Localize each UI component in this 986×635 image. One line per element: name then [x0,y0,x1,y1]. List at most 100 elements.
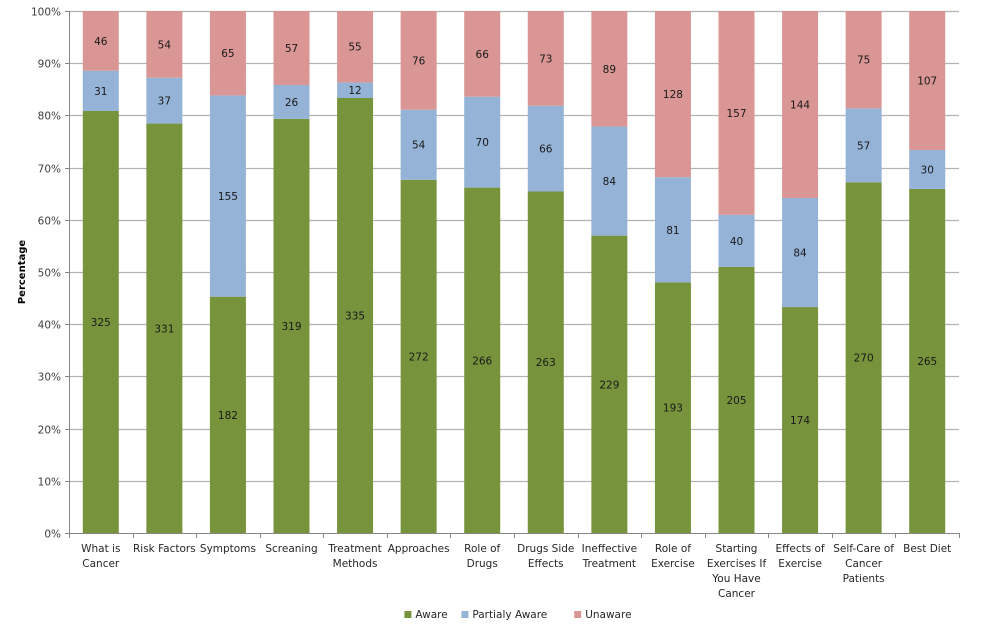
x-category-label-line: Exercises If [707,558,767,570]
data-label: 319 [281,321,301,333]
data-label: 84 [793,248,807,260]
x-category-labels: What is Cancer Risk Factors Symptoms Screani… [81,543,951,600]
x-category-label-line: Self-Care of [833,543,894,555]
bar-segment-unaware [782,11,819,198]
y-tick-label: 80% [38,111,61,123]
data-label: 57 [857,140,870,152]
bar-segment-partialy-aware [718,214,755,267]
data-label: 325 [91,317,111,329]
x-category-label-line: Methods [333,558,378,570]
x-category-label-line: What is [81,543,120,555]
bar-segment-unaware [845,11,882,109]
x-category-label-line: Patients [843,573,885,585]
data-label: 193 [663,403,683,415]
x-category-label: Approaches [388,543,450,555]
data-label: 54 [158,39,172,51]
x-category-label-line: Effects of [775,543,824,555]
data-label: 31 [94,86,107,98]
legend-item-partialy-aware: Partialy Aware [461,609,547,621]
data-label: 75 [857,55,870,67]
data-label: 229 [599,379,619,391]
bar-segment-partialy-aware [782,197,819,308]
data-label: 84 [603,176,617,188]
bar-segment-partialy-aware [400,109,437,180]
data-label: 66 [539,144,553,156]
x-category-label: Risk Factors [133,543,196,555]
bar-segment-partialy-aware [591,126,628,236]
x-category-label-line: You Have [711,573,760,585]
data-label: 70 [476,137,489,149]
data-label: 30 [921,164,934,176]
bar-segment-unaware [209,11,246,96]
x-category-label-line: Screaning [265,543,317,555]
x-category-label: Role of Exercise [651,543,695,570]
data-label: 65 [221,48,234,60]
gridlines [69,10,959,483]
x-category-label: Best Diet [903,543,951,555]
bar-segment-aware [718,266,755,533]
y-tick-label: 50% [38,268,61,280]
bar-segment-partialy-aware [464,96,501,188]
data-label: 265 [917,356,937,368]
legend-label: Aware [415,609,447,621]
data-label: 37 [158,96,171,108]
bars: 325 31 46 331 37 54 182 155 65 319 26 57 335 12 55 272 5… [82,11,946,534]
x-category-label-line: Treatment [327,543,381,555]
x-category-label: Effects of Exercise [775,543,824,570]
bar-segment-aware [209,296,246,533]
x-category-label-line: Exercise [778,558,822,570]
data-label: 66 [476,49,490,61]
data-label: 57 [285,43,298,55]
data-label: 76 [412,55,426,67]
x-category-label: Self-Care of Cancer Patients [833,543,894,585]
axes [65,11,960,538]
bar-segment-aware [782,307,819,533]
x-category-label-line: Cancer [718,588,756,600]
data-label: 128 [663,89,683,101]
bar-segment-aware [909,188,946,534]
bar-segment-partialy-aware [845,108,882,183]
x-category-label-line: Cancer [845,558,883,570]
data-label: 205 [726,395,746,407]
bar-segment-partialy-aware [273,85,310,119]
bar-segment-partialy-aware [146,77,183,124]
data-label: 263 [536,357,556,369]
bar-segment-unaware [654,11,691,178]
y-tick-label: 40% [38,320,61,332]
bar-segment-aware [591,235,628,533]
data-label: 155 [218,191,238,203]
legend-label: Partialy Aware [472,609,547,621]
y-axis-title: Percentage [17,240,28,305]
x-category-label: Treatment Methods [327,543,381,570]
data-label: 144 [790,99,810,111]
bar-segment-aware [337,98,374,533]
x-category-label-line: Starting [716,543,758,555]
bar-segment-partialy-aware [82,70,119,111]
bar-segment-aware [146,123,183,534]
y-tick-labels: 0% 10% 20% 30% 40% 50% 60% 70% 80% 90% 100% [31,7,61,541]
bar-segment-partialy-aware [209,95,246,297]
data-label: 26 [285,97,299,109]
bar-segment-unaware [273,11,310,86]
x-category-label: What is Cancer [81,543,120,570]
y-tick-label: 30% [38,372,61,384]
legend-swatch [461,611,469,618]
x-category-label-line: Effects [528,558,564,570]
bar-segment-aware [654,282,691,533]
data-label: 270 [854,353,874,365]
legend-swatch [574,611,582,618]
legend-item-unaware: Unaware [574,609,632,621]
data-label: 46 [94,36,108,48]
bar-segment-unaware [400,11,437,110]
legend-swatch [404,611,412,618]
bar-segment-unaware [82,11,119,71]
data-label: 55 [348,42,361,54]
x-category-label-line: Treatment [582,558,636,570]
bar-segment-aware [400,179,437,533]
data-label: 73 [539,53,552,65]
data-label: 81 [666,225,679,237]
data-label: 157 [726,108,746,120]
data-label: 331 [154,323,174,335]
x-category-label-line: Approaches [388,543,450,555]
